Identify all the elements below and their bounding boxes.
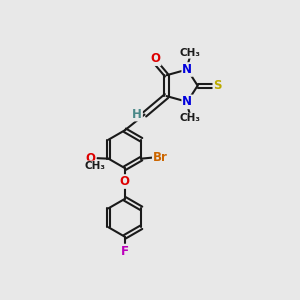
Text: CH₃: CH₃ [84,161,105,171]
Text: CH₃: CH₃ [179,48,200,58]
Text: N: N [182,95,192,108]
Text: O: O [151,52,160,65]
Text: F: F [121,244,129,258]
Text: Br: Br [153,151,168,164]
Text: CH₃: CH₃ [179,113,200,124]
Text: N: N [182,63,192,76]
Text: H: H [132,108,142,121]
Text: S: S [214,79,222,92]
Text: O: O [85,152,95,165]
Text: O: O [120,175,130,188]
